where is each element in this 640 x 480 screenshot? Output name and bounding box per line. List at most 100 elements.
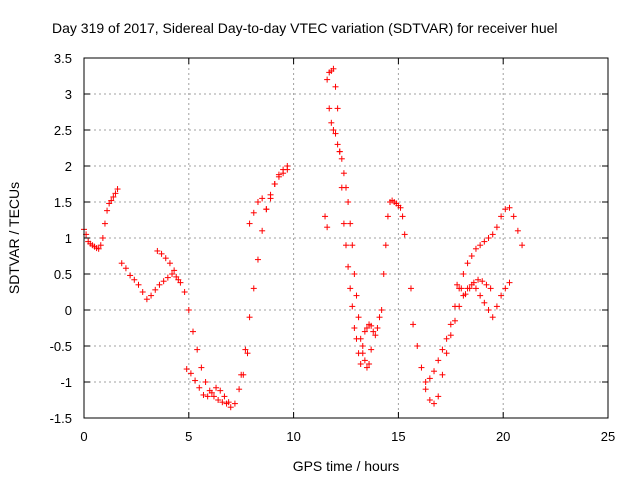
data-points (81, 65, 526, 411)
data-point (336, 148, 343, 155)
series-s4 (183, 366, 232, 406)
data-point (458, 285, 465, 292)
data-point (213, 384, 220, 391)
series-s11 (422, 279, 513, 407)
data-point (361, 357, 368, 364)
data-point (472, 245, 479, 252)
plot-frame (83, 57, 609, 419)
data-point (351, 325, 358, 331)
data-point (368, 322, 375, 329)
data-point (217, 387, 224, 394)
x-tick-label: 15 (391, 429, 405, 444)
data-point (135, 281, 142, 288)
data-point (122, 265, 129, 272)
data-point (368, 346, 375, 353)
data-point (275, 173, 282, 180)
data-point (242, 346, 249, 353)
data-point (221, 393, 228, 400)
data-point (246, 220, 253, 227)
data-point (349, 303, 356, 310)
data-point (330, 127, 337, 133)
data-point (506, 204, 513, 211)
data-point (340, 220, 347, 227)
data-point (345, 199, 352, 205)
data-point (431, 368, 438, 375)
data-point (447, 332, 454, 339)
data-point (160, 278, 167, 285)
data-point (324, 76, 331, 83)
data-point (483, 281, 490, 288)
data-point (414, 343, 421, 349)
data-point (154, 247, 161, 254)
data-point (485, 235, 492, 241)
data-point (464, 260, 471, 267)
data-point (185, 307, 192, 313)
data-point (338, 155, 345, 162)
data-point (215, 397, 222, 403)
data-point (127, 272, 134, 279)
data-point (152, 286, 159, 293)
data-point (514, 227, 521, 234)
data-point (502, 285, 509, 292)
series-s3 (154, 247, 182, 283)
data-point (349, 242, 356, 249)
tick-labels: 0 5 10 15 20 25 -1.5 -1 -0.5 0 0.5 1 1.5 2 2.5 3 3.5 (50, 51, 616, 444)
chart-title: Day 319 of 2017, Sidereal Day-to-day VTE… (52, 20, 558, 36)
data-point (380, 271, 387, 277)
x-tick-label: 25 (601, 429, 615, 444)
data-point (280, 170, 287, 177)
data-point (250, 285, 257, 292)
data-point (238, 371, 245, 378)
data-point (334, 105, 341, 112)
data-point (397, 204, 404, 211)
data-point (479, 278, 486, 285)
x-tick-label: 0 (80, 429, 87, 444)
data-point (447, 321, 454, 328)
data-point (502, 206, 509, 213)
data-point (489, 231, 496, 238)
data-point (481, 299, 488, 306)
data-point (139, 289, 146, 295)
data-point (439, 346, 446, 353)
data-point (259, 195, 266, 202)
data-point (481, 238, 488, 245)
data-point (204, 393, 211, 400)
data-point (468, 253, 475, 259)
data-point (489, 314, 496, 321)
data-point (363, 364, 370, 371)
data-point (359, 350, 366, 357)
y-tick-label: 1 (65, 231, 72, 246)
data-point (332, 83, 339, 90)
y-tick-label: -1.5 (50, 411, 72, 426)
data-point (435, 393, 442, 400)
data-point (347, 285, 354, 292)
data-point (340, 170, 347, 177)
data-point (250, 209, 257, 216)
y-tick-label: 0 (65, 303, 72, 318)
data-point (510, 213, 517, 220)
data-point (246, 314, 253, 321)
y-tick-label: -1 (60, 375, 72, 390)
data-point (322, 213, 329, 220)
data-point (101, 220, 108, 227)
series-s12 (454, 276, 494, 298)
data-point (487, 285, 494, 292)
data-point (166, 260, 173, 267)
data-point (267, 195, 274, 202)
data-point (460, 271, 467, 277)
data-point (164, 274, 171, 281)
data-point (359, 343, 366, 349)
data-point (196, 384, 203, 391)
data-point (181, 289, 188, 295)
data-point (443, 335, 450, 342)
data-point (187, 370, 194, 377)
data-point (361, 328, 368, 335)
data-point (407, 285, 414, 292)
data-point (175, 276, 182, 283)
data-point (493, 303, 500, 310)
data-point (219, 399, 226, 406)
data-point (162, 255, 169, 262)
data-point (418, 364, 425, 371)
y-tick-label: 2.5 (54, 123, 72, 138)
data-point (343, 184, 349, 191)
